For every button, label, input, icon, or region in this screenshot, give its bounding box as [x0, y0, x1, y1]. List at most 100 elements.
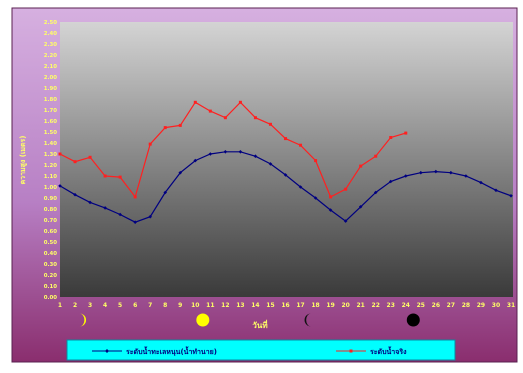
data-point: [73, 192, 77, 197]
x-tick-label: 1: [58, 302, 62, 309]
y-tick-label: 1.20: [44, 163, 58, 169]
series-layer: [58, 100, 513, 224]
data-point: [238, 100, 242, 104]
data-point: [193, 158, 198, 163]
y-tick-label: 2.10: [44, 64, 58, 70]
series-line-1: [59, 101, 406, 199]
data-point: [268, 122, 272, 126]
data-point: [208, 109, 212, 113]
y-tick-label: 0.90: [44, 196, 58, 202]
data-point: [373, 190, 378, 195]
x-tick-label: 7: [148, 302, 152, 309]
data-point: [88, 155, 92, 159]
data-point: [314, 159, 318, 163]
y-tick-label: 0.20: [44, 273, 58, 279]
moon-phase-icons: [79, 313, 420, 327]
y-tick-label: 1.40: [44, 141, 58, 147]
data-point: [118, 175, 122, 179]
x-tick-label: 20: [341, 302, 349, 309]
x-tick-label: 31: [507, 302, 515, 309]
y-tick-label: 2.00: [44, 75, 58, 81]
y-tick-label: 0.30: [44, 262, 58, 268]
x-tick-label: 18: [311, 302, 319, 309]
data-point: [178, 170, 183, 175]
data-point: [238, 150, 243, 154]
y-axis-ticks: 0.00 0.10 0.20 0.30 0.40 0.50 0.60 0.70 0.80 0.90…: [44, 20, 58, 301]
y-tick-label: 0.70: [44, 218, 58, 224]
data-point: [58, 152, 62, 156]
data-point: [253, 154, 258, 158]
x-axis-ticks: 1 2 3 4 5 6 7 8 9 10 11 12 13 14 15 16 17 18 19 20 21 22 23 24 2…: [58, 302, 515, 309]
legend-box: [66, 339, 456, 361]
x-tick-label: 13: [236, 302, 244, 309]
data-point: [464, 174, 468, 178]
x-tick-label: 25: [417, 302, 425, 309]
x-tick-label: 29: [477, 302, 485, 309]
x-tick-label: 28: [462, 302, 470, 309]
data-point: [58, 184, 62, 188]
data-point: [253, 116, 257, 120]
data-point: [358, 205, 363, 209]
x-tick-label: 14: [251, 302, 259, 309]
data-point: [344, 187, 348, 191]
x-tick-label: 5: [118, 302, 122, 309]
x-tick-label: 8: [163, 302, 167, 309]
y-tick-label: 1.50: [44, 130, 58, 136]
x-tick-label: 10: [191, 302, 199, 309]
x-tick-label: 17: [296, 302, 304, 309]
y-tick-label: 2.40: [44, 31, 58, 37]
y-tick-label: 1.90: [44, 86, 58, 92]
full-moon-icon: [196, 313, 210, 327]
x-axis-label: วันที่: [252, 319, 267, 330]
legend-marker-actual: [349, 349, 353, 353]
x-tick-label: 12: [221, 302, 229, 309]
data-point: [404, 131, 408, 135]
x-tick-label: 22: [372, 302, 380, 309]
y-tick-label: 0.40: [44, 251, 58, 257]
data-point: [328, 208, 333, 212]
x-tick-label: 24: [402, 302, 410, 309]
legend-marker-predicted: [105, 349, 109, 353]
data-point: [389, 136, 393, 139]
y-tick-label: 1.00: [44, 185, 58, 191]
data-point: [449, 170, 453, 175]
x-tick-label: 16: [281, 302, 289, 309]
y-tick-label: 0.60: [44, 229, 58, 235]
y-tick-label: 1.30: [44, 152, 58, 158]
data-point: [494, 188, 498, 193]
waxing-crescent-icon: [79, 313, 87, 327]
data-point: [329, 195, 333, 199]
legend-label-predicted: ระดับน้ำทะเลหนุน(น้ำทำนาย): [126, 345, 217, 356]
x-tick-label: 9: [178, 302, 182, 309]
data-point: [163, 126, 167, 130]
y-tick-label: 0.00: [44, 295, 58, 301]
data-point: [388, 179, 393, 184]
data-point: [73, 160, 77, 164]
y-tick-label: 1.10: [44, 174, 58, 180]
x-tick-label: 26: [432, 302, 440, 309]
legend-item-actual: ระดับน้ำจริง: [336, 345, 407, 356]
plot-area: [60, 22, 513, 297]
data-point: [374, 154, 378, 158]
data-point: [479, 180, 483, 185]
data-point: [103, 206, 107, 210]
data-point: [403, 174, 408, 178]
x-tick-label: 30: [492, 302, 500, 309]
x-tick-label: 27: [447, 302, 455, 309]
y-tick-label: 1.80: [44, 97, 58, 103]
data-point: [284, 137, 287, 141]
y-tick-label: 1.60: [44, 119, 58, 125]
data-point: [178, 123, 182, 127]
data-point: [133, 220, 137, 224]
y-tick-label: 0.50: [44, 240, 58, 246]
y-tick-label: 2.30: [44, 42, 58, 48]
y-tick-label: 0.10: [44, 284, 58, 290]
data-point: [148, 214, 152, 219]
waning-crescent-icon: [304, 313, 312, 327]
y-tick-label: 2.50: [44, 20, 58, 26]
data-point: [208, 152, 213, 156]
data-point: [298, 185, 303, 189]
new-moon-icon: [406, 313, 420, 327]
